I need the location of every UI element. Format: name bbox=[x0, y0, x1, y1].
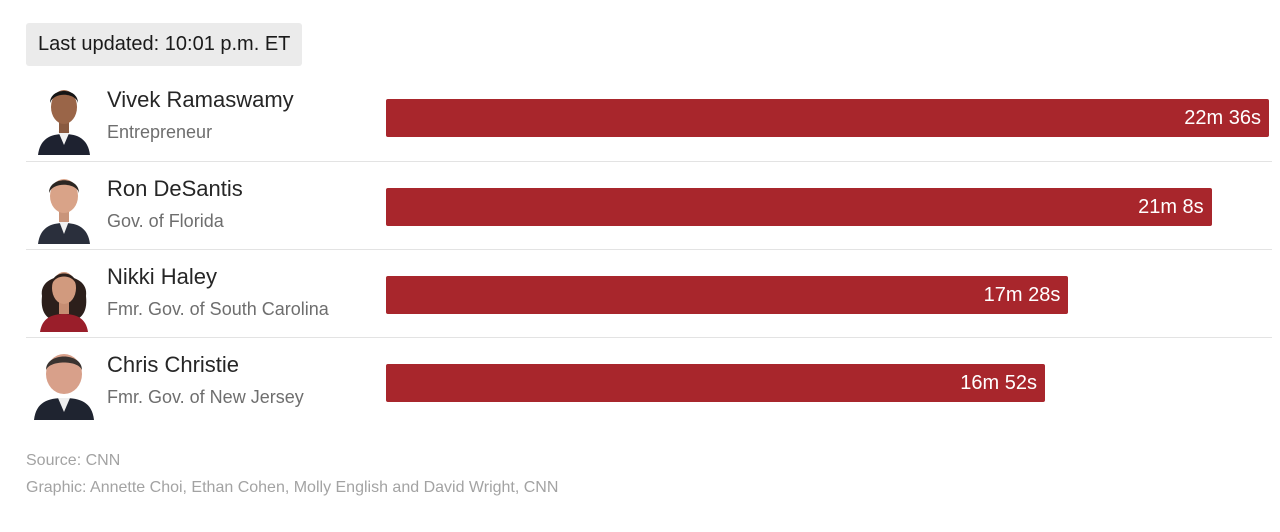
candidate-title: Entrepreneur bbox=[107, 122, 213, 142]
speaking-time-label: 21m 8s bbox=[1138, 196, 1204, 218]
candidate-title: Fmr. Gov. of South Carolina bbox=[107, 299, 329, 319]
source-note: Source: CNN bbox=[26, 452, 121, 469]
speaking-time-bar: 17m 28s bbox=[386, 276, 1069, 314]
bar-track: 16m 52s bbox=[386, 364, 1269, 402]
candidate-name: Chris Christie bbox=[107, 352, 240, 377]
candidate-title: Gov. of Florida bbox=[107, 211, 224, 231]
graphic-credit: Graphic: Annette Choi, Ethan Cohen, Moll… bbox=[26, 479, 559, 496]
speaking-time-chart: Vivek Ramaswamy Entrepreneur 22m 36s Ron… bbox=[26, 73, 1272, 425]
candidate-row: Vivek Ramaswamy Entrepreneur 22m 36s bbox=[26, 73, 1272, 161]
candidate-name: Vivek Ramaswamy bbox=[107, 87, 294, 112]
speaking-time-label: 16m 52s bbox=[960, 372, 1037, 394]
candidate-title: Fmr. Gov. of New Jersey bbox=[107, 387, 304, 407]
candidate-name: Nikki Haley bbox=[107, 264, 218, 289]
speaking-time-bar: 16m 52s bbox=[386, 364, 1045, 402]
bar-track: 21m 8s bbox=[386, 188, 1269, 226]
candidate-portrait-icon bbox=[32, 79, 96, 155]
candidate-name: Ron DeSantis bbox=[107, 176, 243, 201]
candidate-row: Nikki Haley Fmr. Gov. of South Carolina … bbox=[26, 249, 1272, 337]
candidate-row: Chris Christie Fmr. Gov. of New Jersey 1… bbox=[26, 337, 1272, 425]
speaking-time-label: 22m 36s bbox=[1184, 107, 1261, 129]
speaking-time-bar: 21m 8s bbox=[386, 188, 1212, 226]
bar-track: 22m 36s bbox=[386, 99, 1269, 137]
candidate-row: Ron DeSantis Gov. of Florida 21m 8s bbox=[26, 161, 1272, 249]
bar-track: 17m 28s bbox=[386, 276, 1269, 314]
candidate-portrait-icon bbox=[32, 168, 96, 244]
speaking-time-bar: 22m 36s bbox=[386, 99, 1269, 137]
speaking-time-label: 17m 28s bbox=[983, 284, 1061, 306]
candidate-portrait-icon bbox=[32, 256, 96, 332]
candidate-portrait-icon bbox=[32, 344, 96, 420]
last-updated-badge: Last updated: 10:01 p.m. ET bbox=[26, 23, 303, 66]
